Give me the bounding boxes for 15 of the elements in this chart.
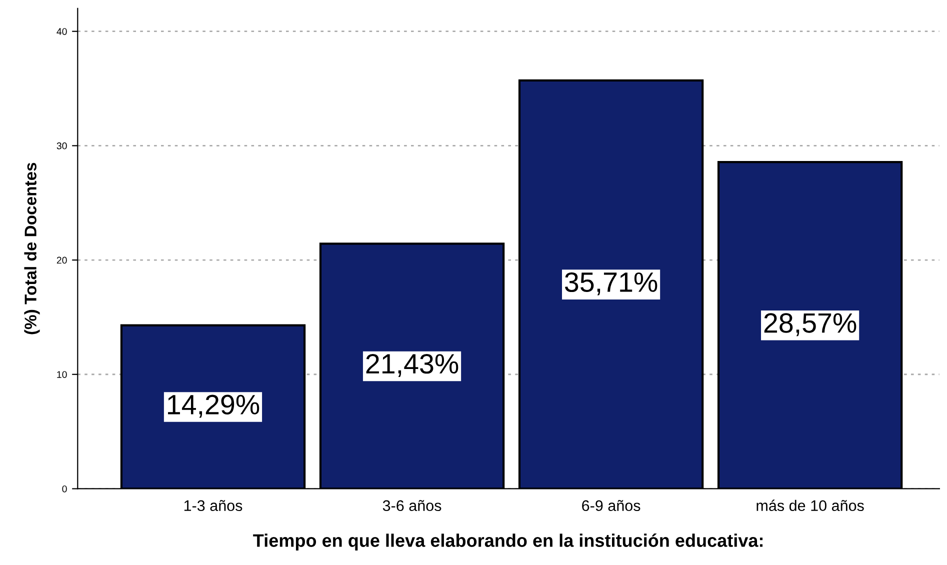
data-label: 28,57% — [764, 313, 856, 336]
data-label: 35,71% — [564, 272, 658, 296]
y-tick-label: 30 — [56, 142, 67, 150]
x-axis-title: Tiempo en que lleva elaborando en la institución educativa: — [253, 534, 763, 551]
y-axis-title: (%) Total de Docentes — [24, 162, 40, 334]
x-tick-label: más de 10 años — [756, 500, 864, 512]
data-label: 14,29% — [168, 394, 260, 418]
y-tick-label: 10 — [57, 371, 67, 378]
x-tick-label: 1-3 años — [184, 500, 242, 512]
y-tick-label: 40 — [56, 28, 67, 35]
y-tick-label: 20 — [56, 256, 67, 264]
x-tick-label: 3-6 años — [382, 500, 442, 512]
x-tick-label: 6-9 años — [582, 500, 640, 512]
y-tick-label: 0 — [62, 485, 67, 492]
data-label: 21,43% — [366, 354, 458, 377]
